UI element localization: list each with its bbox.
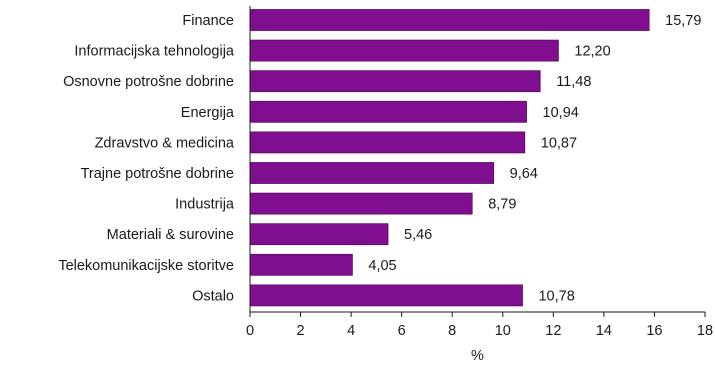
- category-label-7: Materiali & surovine: [107, 227, 234, 243]
- category-label-4: Zdravstvo & medicina: [95, 135, 235, 151]
- category-label-3: Energija: [181, 105, 235, 121]
- value-labels-group: 15,79 12,20 11,48 10,94 10,879,64 8,79 5,46 4,0…: [368, 13, 701, 304]
- value-label-6: 8,79: [488, 197, 516, 213]
- x-tick-label-5: 10: [495, 323, 511, 339]
- x-tick-label-4: 8: [448, 323, 456, 339]
- value-label-4: 10,87: [541, 135, 577, 151]
- value-label-7: 5,46: [404, 227, 432, 243]
- value-label-9: 10,78: [538, 288, 574, 304]
- bar-6: [249, 192, 473, 215]
- x-tick-label-1: 2: [297, 323, 305, 339]
- category-label-5: Trajne potrošne dobrine: [81, 166, 234, 182]
- category-label-1: Informacijska tehnologija: [74, 44, 235, 60]
- bar-4: [249, 131, 526, 154]
- value-label-1: 12,20: [574, 44, 610, 60]
- x-tick-label-6: 12: [545, 323, 561, 339]
- bar-2: [249, 70, 541, 93]
- category-label-9: Ostalo: [192, 288, 234, 304]
- bar-9: [249, 284, 523, 307]
- category-label-0: Finance: [182, 13, 234, 29]
- category-label-2: Osnovne potrošne dobrine: [63, 74, 234, 90]
- bar-8: [249, 253, 353, 276]
- value-label-2: 11,48: [556, 74, 591, 90]
- x-tick-label-2: 4: [347, 323, 355, 339]
- value-label-0: 15,79: [665, 13, 701, 29]
- bar-7: [249, 223, 389, 246]
- x-tick-label-8: 16: [646, 323, 662, 339]
- x-tick-label-7: 14: [596, 323, 612, 339]
- bar-0: [249, 9, 650, 31]
- value-label-5: 9,64: [510, 166, 538, 182]
- value-label-3: 10,94: [543, 105, 579, 121]
- x-tick-label-9: 18: [697, 323, 713, 339]
- category-label-8: Telekomunikacijske storitve: [58, 258, 234, 274]
- bar-1: [249, 39, 559, 62]
- value-label-8: 4,05: [368, 258, 396, 274]
- x-tick-label-3: 6: [398, 323, 406, 339]
- x-axis-title: %: [471, 348, 484, 364]
- category-label-6: Industrija: [175, 197, 235, 213]
- category-labels-group: Finance Informacijska tehnologija Osnovne …: [58, 13, 235, 304]
- x-tick-label-0: 0: [246, 323, 254, 339]
- x-ticks-group: 0 2 4 6 8 10 12 14 16 18: [246, 312, 713, 339]
- bar-5: [249, 162, 495, 184]
- bar-3: [249, 100, 527, 123]
